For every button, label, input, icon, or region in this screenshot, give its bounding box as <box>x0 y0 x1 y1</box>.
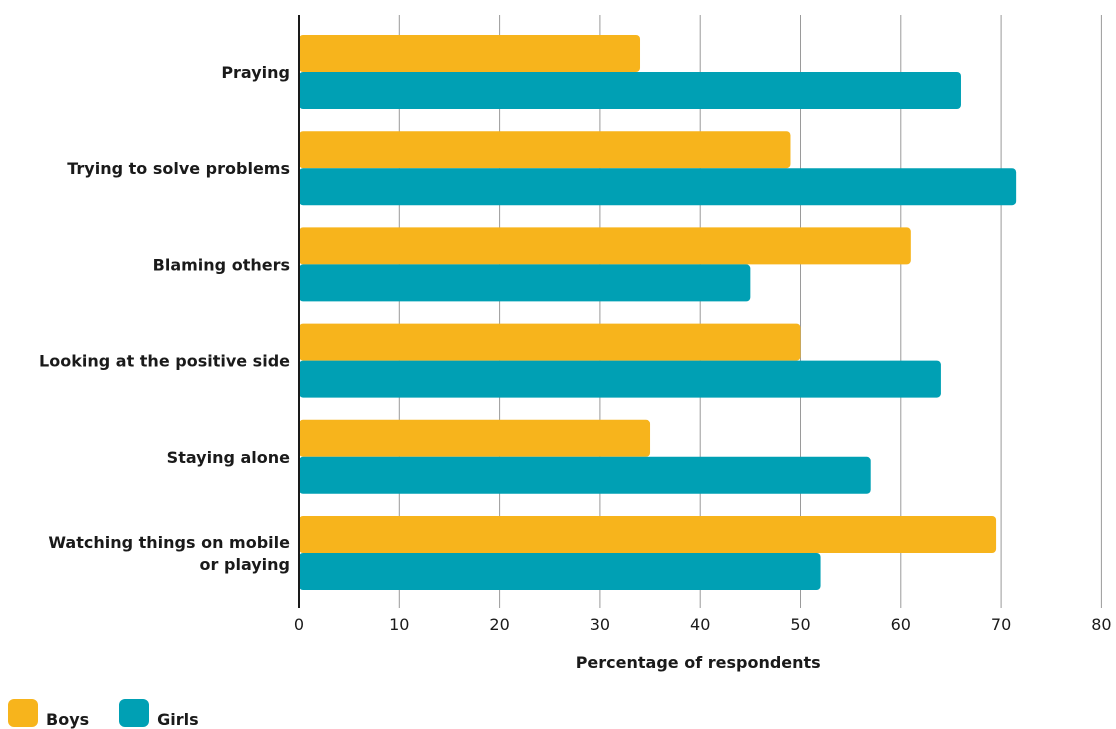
x-tick-label: 70 <box>991 615 1011 634</box>
category-label: Trying to solve problems <box>67 159 290 178</box>
bar-girls <box>299 360 941 398</box>
x-tick-label: 30 <box>590 615 610 634</box>
x-tick-label: 80 <box>1091 615 1111 634</box>
bar-girls <box>299 168 1017 206</box>
x-tick-label: 60 <box>891 615 911 634</box>
x-tick-label: 20 <box>489 615 509 634</box>
category-label: Blaming others <box>153 255 290 274</box>
chart: Praying Trying to solve problems Blaming o… <box>39 15 1112 672</box>
bar-girls <box>299 456 871 494</box>
x-tick-labels: 0 10 20 30 40 50 60 70 80 <box>294 615 1112 634</box>
legend: Boys Girls <box>8 692 199 729</box>
x-tick-label: 10 <box>389 615 409 634</box>
category-label: Watching things on mobile or playing <box>48 533 290 574</box>
legend-item-girls: Girls <box>119 692 199 729</box>
x-tick-label: 50 <box>790 615 810 634</box>
legend-swatch-girls <box>119 698 150 727</box>
bar-boys <box>299 131 791 169</box>
legend-swatch-boys <box>8 698 38 727</box>
category-label: Looking at the positive side <box>39 352 290 371</box>
category-labels: Praying Trying to solve problems Blaming o… <box>39 63 290 574</box>
category-label: Praying <box>221 63 290 82</box>
bar-girls <box>299 72 961 109</box>
legend-item-boys: Boys <box>8 692 89 729</box>
category-label: Staying alone <box>167 448 290 467</box>
bar-girls <box>299 264 751 302</box>
bar-boys <box>299 323 801 361</box>
x-tick-label: 40 <box>690 615 710 634</box>
bar-girls <box>299 553 821 590</box>
bar-boys <box>299 516 997 553</box>
bar-boys <box>299 35 641 72</box>
x-axis-title: Percentage of respondents <box>576 653 821 672</box>
bars <box>299 35 1017 590</box>
bar-boys <box>299 419 651 457</box>
bar-boys <box>299 227 911 265</box>
gridlines <box>398 15 1102 608</box>
x-tick-label: 0 <box>294 615 304 634</box>
